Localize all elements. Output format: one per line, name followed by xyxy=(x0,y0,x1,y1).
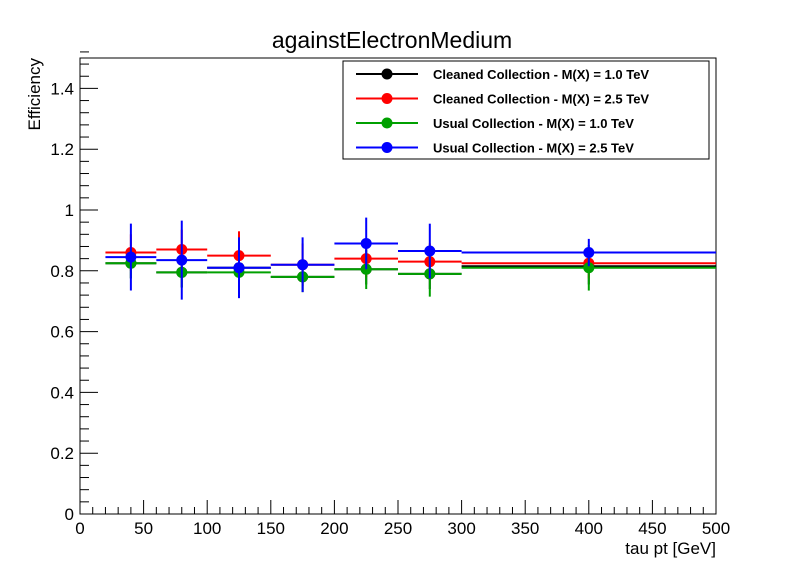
x-tick-label: 450 xyxy=(638,519,666,538)
x-tick-label: 200 xyxy=(320,519,348,538)
x-axis-label: tau pt [GeV] xyxy=(625,539,716,558)
legend-marker xyxy=(381,117,393,129)
y-axis: 0 0.2 0.4 0.6 0.8 1 1.2 1.4 xyxy=(50,51,98,524)
legend-label: Cleaned Collection - M(X) = 2.5 TeV xyxy=(433,92,649,107)
y-tick-label: 0.6 xyxy=(50,323,74,342)
data-point xyxy=(233,262,245,274)
chart-title: againstElectronMedium xyxy=(272,27,512,53)
y-axis-label: Efficiency xyxy=(25,58,44,131)
y-tick-label: 0 xyxy=(65,505,74,524)
series-4 xyxy=(105,217,716,300)
legend-box xyxy=(342,60,710,160)
y-tick-label: 1.4 xyxy=(50,79,74,98)
legend-marker xyxy=(381,68,393,80)
x-tick-label: 500 xyxy=(702,519,730,538)
data-point xyxy=(297,259,309,271)
x-tick-label: 300 xyxy=(447,519,475,538)
x-tick-label: 350 xyxy=(511,519,539,538)
data-point xyxy=(583,247,595,259)
x-axis: 0 50 100 150 200 250 300 350 400 450 500 xyxy=(75,500,730,538)
x-tick-label: 400 xyxy=(575,519,603,538)
legend-marker xyxy=(381,93,393,104)
data-point xyxy=(360,237,372,249)
series-layer xyxy=(105,217,716,300)
data-point xyxy=(125,251,137,263)
x-tick-label: 100 xyxy=(193,519,221,538)
y-tick-label: 0.8 xyxy=(50,262,74,281)
x-tick-label: 150 xyxy=(257,519,285,538)
y-tick-label: 1 xyxy=(65,201,74,220)
legend-label: Usual Collection - M(X) = 2.5 TeV xyxy=(433,141,634,156)
data-point xyxy=(424,245,436,257)
x-tick-label: 50 xyxy=(134,519,153,538)
y-tick-label: 1.2 xyxy=(50,140,74,159)
legend-label: Usual Collection - M(X) = 1.0 TeV xyxy=(433,116,634,131)
x-tick-label: 250 xyxy=(384,519,412,538)
legend-marker xyxy=(381,142,393,153)
y-tick-label: 0.4 xyxy=(50,383,74,402)
data-point xyxy=(176,254,188,266)
x-tick-label: 0 xyxy=(75,519,84,538)
data-point xyxy=(583,262,595,274)
y-tick-label: 0.2 xyxy=(50,444,74,463)
legend: Cleaned Collection - M(X) = 1.0 TeV Clean… xyxy=(342,60,710,160)
legend-label: Cleaned Collection - M(X) = 1.0 TeV xyxy=(433,67,649,82)
